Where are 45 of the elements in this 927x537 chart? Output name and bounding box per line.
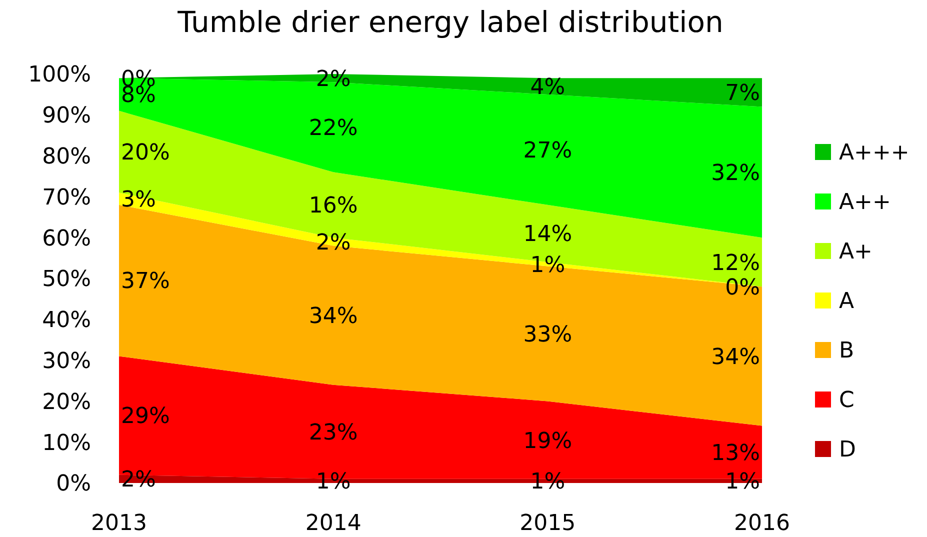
data-label: 34%: [711, 344, 760, 370]
data-label: 19%: [523, 428, 572, 454]
legend-label: A++: [839, 190, 891, 216]
data-label: 0%: [725, 275, 760, 300]
data-label: 22%: [308, 116, 358, 141]
legend-label: A: [839, 289, 854, 314]
y-tick-label: 10%: [42, 430, 91, 456]
data-label: 4%: [530, 74, 566, 100]
y-tick-label: 40%: [42, 308, 91, 334]
legend-label: A+: [839, 240, 872, 265]
data-label: 16%: [308, 194, 358, 219]
data-label: 34%: [308, 304, 358, 330]
data-label: 33%: [523, 322, 572, 348]
legend-label: C: [839, 388, 854, 414]
y-tick-label: 30%: [42, 349, 91, 374]
x-tick-label: 2013: [91, 511, 147, 536]
data-label: 27%: [523, 138, 572, 164]
chart-title: Tumble drier energy label distribution: [176, 5, 724, 39]
y-tick-label: 60%: [42, 226, 91, 252]
data-label: 32%: [711, 160, 760, 186]
data-label: 13%: [711, 441, 760, 466]
y-tick-label: 20%: [42, 390, 91, 415]
data-label: 14%: [523, 222, 572, 248]
data-label: 2%: [316, 66, 351, 92]
legend-label: B: [839, 338, 854, 364]
x-tick-label: 2016: [734, 511, 790, 536]
data-label: 1%: [530, 252, 566, 278]
y-tick-label: 100%: [28, 62, 91, 88]
y-tick-label: 70%: [42, 185, 91, 210]
data-label: 20%: [121, 140, 170, 166]
y-tick-label: 80%: [42, 144, 91, 170]
x-tick-label: 2014: [305, 511, 362, 536]
data-label: 12%: [711, 250, 760, 276]
x-tick-label: 2015: [520, 511, 576, 536]
data-label: 7%: [725, 81, 760, 106]
y-tick-label: 50%: [42, 267, 91, 292]
data-label: 2%: [316, 230, 351, 256]
legend-label: D: [839, 438, 856, 463]
data-label: 3%: [121, 187, 156, 212]
data-label: 29%: [121, 404, 170, 430]
y-tick-label: 0%: [56, 472, 91, 497]
data-label: 23%: [308, 420, 358, 446]
y-tick-label: 90%: [42, 104, 91, 129]
legend-label: A+++: [839, 140, 910, 166]
data-label: 37%: [121, 269, 170, 294]
